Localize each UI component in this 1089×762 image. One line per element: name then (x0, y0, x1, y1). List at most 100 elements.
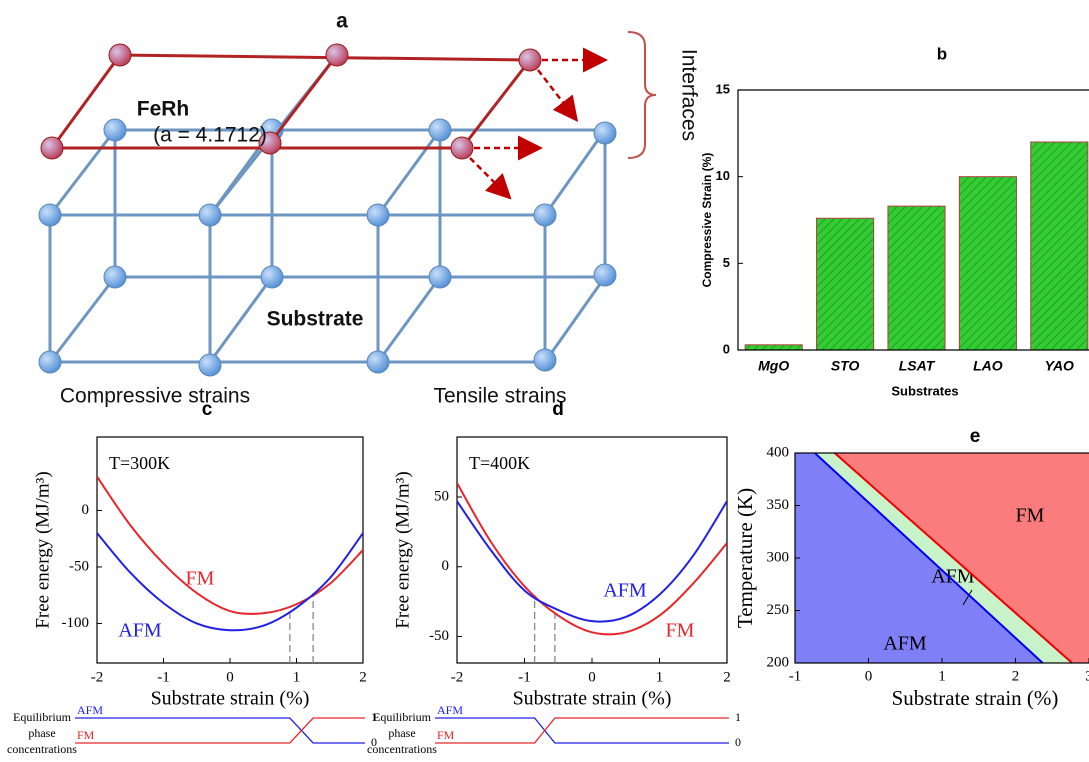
film-label: FeRh (137, 98, 190, 121)
y-tick-label: 0 (82, 502, 90, 518)
series-label: FM (666, 620, 695, 642)
y-tick-label: 400 (767, 444, 790, 460)
x-tick-label: -1 (157, 669, 170, 685)
series-line (97, 475, 363, 615)
x-tick-label: 2 (359, 669, 367, 685)
concentration-tick-label: 1 (735, 710, 741, 724)
panel-label: a (336, 10, 348, 33)
x-axis-label: Substrate strain (%) (513, 688, 672, 710)
x-tick-label: LSAT (899, 358, 936, 374)
series-label: AFM (118, 620, 162, 642)
y-axis-label: Free energy (MJ/m³) (32, 471, 53, 628)
series-line (97, 532, 363, 632)
y-tick-label: -50 (69, 558, 89, 574)
x-axis-label: Substrate strain (%) (892, 686, 1059, 710)
y-tick-label: 200 (767, 654, 790, 670)
x-tick-label: 1 (293, 669, 301, 685)
y-tick-label: 0 (723, 341, 730, 356)
concentration-label: concentrations (7, 742, 77, 756)
x-tick-label: YAO (1045, 358, 1074, 374)
chart-title: c (202, 399, 213, 420)
interfaces-label: Interfaces (677, 49, 700, 141)
chart-title: e (970, 426, 981, 447)
y-tick-label: 0 (442, 558, 450, 574)
phase-region (834, 453, 1089, 663)
concentration-label: phase (28, 726, 55, 740)
phase-region (814, 453, 1073, 663)
lattice-constant: (a = 4.1712) (153, 124, 267, 147)
x-tick-label: 0 (226, 669, 234, 685)
x-tick-label: LAO (973, 358, 1003, 374)
concentration-series-label: AFM (437, 703, 463, 717)
y-axis-label: Free energy (MJ/m³) (392, 471, 413, 628)
concentration-tick-label: 0 (735, 735, 741, 749)
film-lattice (40, 43, 542, 160)
x-tick-label: -1 (518, 669, 531, 685)
x-tick-label: 1 (656, 669, 664, 685)
series-line (457, 482, 727, 636)
phase-boundary (834, 452, 1073, 664)
y-tick-label: 10 (716, 168, 730, 183)
caption: Tensile strains (433, 385, 566, 408)
y-tick-label: 250 (767, 602, 790, 618)
x-tick-label: MgO (758, 358, 789, 374)
concentration-label: concentrations (367, 742, 437, 756)
concentration-series-label: FM (77, 728, 95, 742)
annotation: T=300K (109, 453, 170, 473)
axis-frame (737, 89, 1089, 351)
phase-region (795, 453, 1043, 663)
y-tick-label: -50 (429, 628, 449, 644)
x-axis-label: Substrate strain (%) (151, 688, 310, 710)
bar (958, 176, 1017, 351)
lattice-diagram: a FeRh (a = 4.1712) Interfaces Substrate… (38, 10, 700, 408)
annotation: T=400K (469, 453, 530, 473)
x-tick-label: -1 (789, 668, 802, 684)
bar (816, 217, 875, 351)
concentration-label: Equilibrium (373, 710, 432, 724)
strain-arrow (469, 157, 512, 200)
substrate-label: Substrate (267, 308, 364, 331)
x-tick-label: 2 (1012, 668, 1020, 684)
concentration-tick-label: 0 (371, 735, 377, 749)
x-tick-label: 1 (938, 668, 946, 684)
phase-boundary (814, 452, 1044, 664)
x-tick-label: -2 (451, 669, 464, 685)
y-tick-label: 15 (716, 81, 730, 96)
chart-title: b (937, 44, 947, 63)
interface-bracket (627, 31, 657, 159)
bar (744, 344, 803, 351)
bar (1030, 141, 1089, 351)
y-tick-label: 350 (767, 497, 790, 513)
concentration-label: phase (388, 726, 415, 740)
y-tick-label: 5 (723, 255, 730, 270)
concentration-tick-label: 1 (371, 710, 377, 724)
y-tick-label: 300 (767, 549, 790, 565)
y-axis-label: Compressive Strain (%) (700, 153, 714, 288)
concentration-line (435, 717, 729, 744)
strain-arrow (537, 69, 579, 122)
series-line (457, 500, 727, 623)
region-label: FM (1016, 505, 1045, 527)
x-tick-label: -2 (91, 669, 104, 685)
x-axis-label: Substrates (891, 383, 958, 398)
chart-title: d (552, 399, 564, 420)
y-axis-label: Temperature (K) (733, 488, 757, 628)
concentration-line (75, 717, 365, 744)
concentration-line (75, 717, 365, 744)
concentration-series-label: AFM (77, 703, 103, 717)
concentration-label: Equilibrium (13, 710, 72, 724)
bar (887, 205, 946, 351)
region-label: AFM (883, 633, 927, 655)
x-tick-label: 0 (865, 668, 873, 684)
series-label: AFM (603, 580, 647, 602)
concentration-line (435, 717, 729, 744)
series-label: FM (186, 568, 215, 590)
x-tick-label: 3 (1085, 668, 1089, 684)
caption: Compressive strains (60, 385, 250, 408)
x-tick-label: STO (831, 358, 860, 374)
y-tick-label: 50 (434, 488, 449, 504)
concentration-series-label: FM (437, 728, 455, 742)
x-tick-label: 0 (588, 669, 596, 685)
x-tick-label: 2 (723, 669, 731, 685)
